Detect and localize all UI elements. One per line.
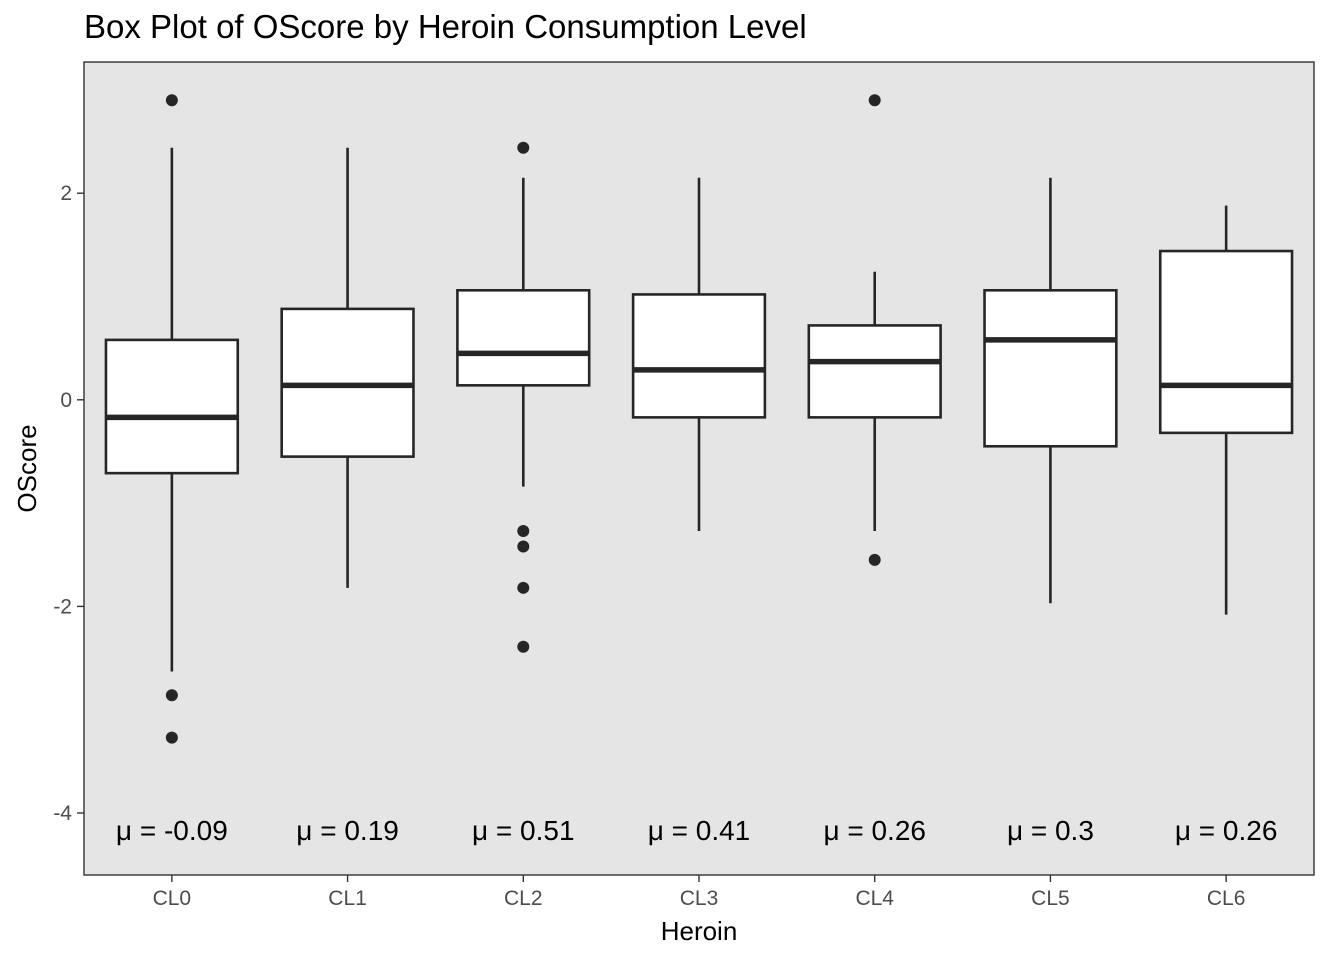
outlier-point [165,731,178,744]
x-tick-label: CL4 [855,887,894,910]
mean-label: μ = 0.51 [472,815,575,846]
box-cl3 [631,177,767,531]
y-axis-title: OScore [12,424,42,512]
mean-label: μ = -0.09 [116,815,228,846]
mean-label: μ = 0.41 [648,815,751,846]
y-tick-label: 0 [60,389,72,412]
box-iqr [456,289,591,387]
outlier-point [517,640,530,653]
boxes-layer [104,94,1294,744]
y-axis: -4 -2 0 2 [53,182,84,825]
mean-label: μ = 0.19 [296,815,399,846]
x-tick-label: CL1 [328,887,367,910]
x-axis-title: Heroin [661,916,738,946]
outlier-point [517,524,530,537]
box-cl6 [1158,205,1294,615]
outlier-point [165,689,178,702]
box-iqr [983,289,1118,448]
box-cl2 [456,141,591,653]
mean-labels: μ = -0.09 μ = 0.19 μ = 0.51 μ = 0.41 μ = 0.2… [116,815,1277,846]
outlier-point [517,540,530,553]
outlier-point [517,141,530,154]
box-cl5 [983,177,1118,604]
box-iqr [807,324,942,419]
mean-label: μ = 0.3 [1007,815,1094,846]
box-iqr [1158,249,1294,435]
x-tick-label: CL6 [1207,887,1246,910]
y-tick-label: -4 [53,802,72,825]
x-tick-label: CL2 [504,887,543,910]
x-axis: CL0 CL1 CL2 CL3 CL4 CL5 CL6 [153,875,1246,910]
plot-panel-border [83,61,1315,876]
outlier-point [868,94,881,107]
box-iqr [631,293,767,419]
y-tick-label: -2 [53,595,72,618]
outlier-point [868,553,881,566]
outlier-point [517,581,530,594]
box-iqr [104,338,240,475]
box-cl1 [280,147,415,588]
mean-label: μ = 0.26 [823,815,926,846]
x-tick-label: CL0 [153,887,192,910]
box-cl0 [104,94,240,744]
y-tick-label: 2 [60,182,72,205]
mean-label: μ = 0.26 [1175,815,1278,846]
x-tick-label: CL3 [680,887,719,910]
x-tick-label: CL5 [1031,887,1070,910]
box-cl4 [807,94,942,566]
chart-title: Box Plot of OScore by Heroin Consumption… [84,8,807,45]
outlier-point [165,94,178,107]
